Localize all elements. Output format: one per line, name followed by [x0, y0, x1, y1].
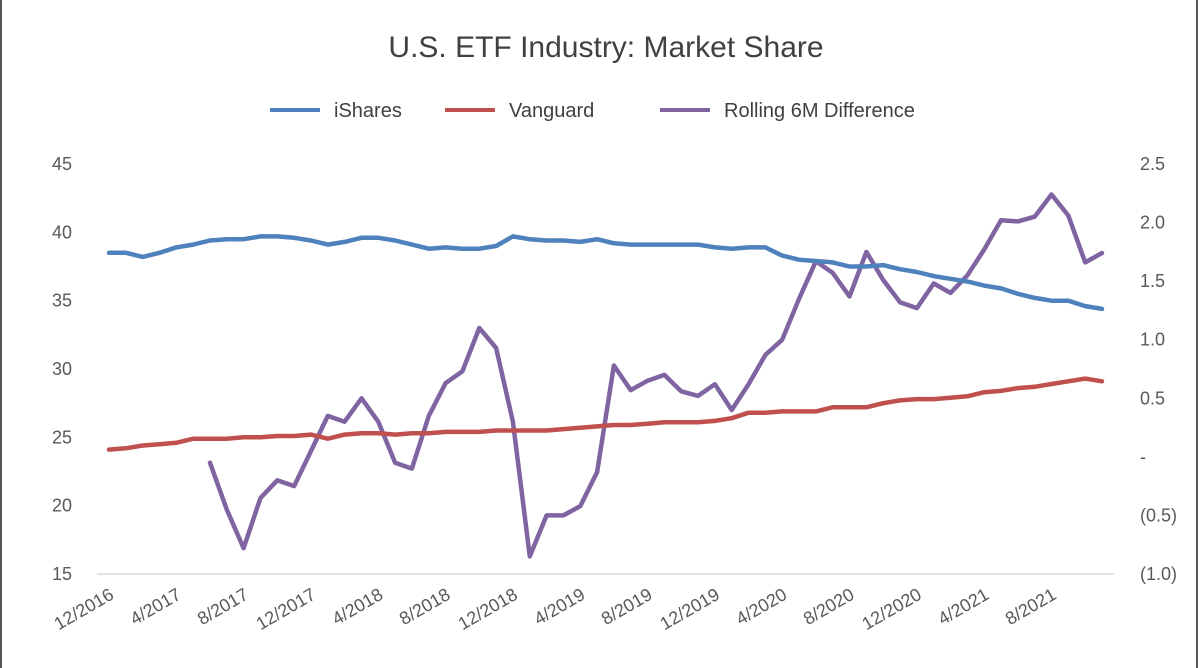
x-tick-label: 12/2018 — [455, 584, 521, 634]
x-tick-label: 12/2019 — [657, 584, 723, 634]
chart-title: U.S. ETF Industry: Market Share — [388, 31, 823, 64]
left-tick-label: 35 — [52, 291, 72, 311]
x-tick-label: 8/2021 — [1002, 584, 1060, 629]
left-tick-label: 40 — [52, 222, 72, 242]
right-tick-label: (0.5) — [1140, 505, 1177, 525]
left-axis: 15 20 25 30 35 40 45 — [52, 154, 72, 584]
x-tick-label: 4/2018 — [329, 584, 387, 629]
right-tick-label: (1.0) — [1140, 564, 1177, 584]
series-line-vanguard — [106, 376, 1105, 452]
legend-item-rolling-diff: Rolling 6M Difference — [660, 100, 915, 122]
right-tick-label: 0.5 — [1140, 388, 1165, 408]
right-tick-label: - — [1140, 447, 1146, 467]
x-tick-label: 4/2019 — [531, 584, 589, 629]
legend-item-vanguard: Vanguard — [445, 100, 594, 122]
x-tick-label: 8/2018 — [396, 584, 454, 629]
left-tick-label: 20 — [52, 496, 72, 516]
x-tick-label: 12/2016 — [51, 584, 117, 634]
series-line-rolling-6m-difference — [207, 192, 1105, 559]
x-tick-label: 8/2020 — [800, 584, 858, 629]
legend-label-ishares: iShares — [334, 100, 402, 122]
x-tick-label: 12/2020 — [859, 584, 925, 634]
series-layer — [106, 192, 1105, 559]
x-tick-label: 8/2019 — [598, 584, 656, 629]
x-tick-label: 4/2021 — [935, 584, 993, 629]
series-line-ishares — [106, 234, 1105, 312]
legend-item-ishares: iShares — [270, 100, 402, 122]
right-tick-label: 2.5 — [1140, 154, 1165, 174]
legend-label-vanguard: Vanguard — [509, 100, 594, 122]
left-tick-label: 25 — [52, 427, 72, 447]
legend: iShares Vanguard Rolling 6M Difference — [270, 100, 915, 122]
x-tick-label: 4/2020 — [733, 584, 791, 629]
x-tick-label: 4/2017 — [127, 584, 185, 629]
left-tick-label: 45 — [52, 154, 72, 174]
right-tick-label: 1.5 — [1140, 271, 1165, 291]
x-tick-label: 8/2017 — [194, 584, 252, 629]
legend-label-rolling-diff: Rolling 6M Difference — [724, 100, 915, 122]
left-tick-label: 30 — [52, 359, 72, 379]
right-tick-label: 2.0 — [1140, 213, 1165, 233]
x-axis: 12/2016 4/2017 8/2017 12/2017 4/2018 8/2018 12… — [51, 584, 1060, 634]
x-tick-label: 12/2017 — [253, 584, 319, 634]
left-tick-label: 15 — [52, 564, 72, 584]
right-tick-label: 1.0 — [1140, 330, 1165, 350]
right-axis: (1.0) (0.5) - 0.5 1.0 1.5 2.0 2.5 — [1140, 154, 1177, 584]
